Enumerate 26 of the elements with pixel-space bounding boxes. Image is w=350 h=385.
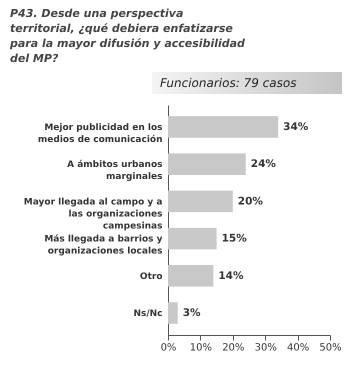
x-tick-label: 10%	[190, 342, 212, 354]
chart-subtitle: Funcionarios: 79 casos	[152, 72, 342, 94]
x-tick-label: 0%	[160, 342, 176, 354]
x-tick-label: 20%	[222, 342, 244, 354]
y-tick-label: Más llegada a barrios y organizaciones locales	[44, 234, 163, 257]
y-tick-label: Ns/Nc	[133, 309, 162, 320]
data-label: 24%	[250, 158, 276, 170]
data-label: 3%	[182, 307, 202, 320]
chart-title: P43. Desde una perspectiva territorial, ¿qué debiera enfatizarse para la mayor difusión y accesibilidad del MP?	[10, 6, 245, 66]
y-tick-label: Otro	[140, 272, 162, 282]
y-tick-label: Mayor llegada al campo y a las organizaciones campesinas	[24, 197, 162, 232]
bar	[168, 190, 233, 212]
y-tick-label: A ámbitos urbanos marginales	[67, 159, 162, 182]
data-label: 34%	[283, 120, 309, 133]
bar	[168, 265, 214, 287]
bar	[168, 116, 278, 138]
y-tick-label: Mejor publicidad en los medios de comunicación	[38, 122, 162, 145]
bar	[168, 153, 246, 175]
x-tick-label: 40%	[286, 342, 310, 354]
x-tick-label: 30%	[254, 342, 277, 354]
bar	[168, 302, 178, 324]
bar	[168, 228, 217, 250]
x-tick-label: 50%	[319, 342, 342, 354]
data-label: 15%	[222, 232, 248, 245]
data-label: 14%	[218, 270, 244, 282]
data-label: 20%	[238, 195, 264, 208]
